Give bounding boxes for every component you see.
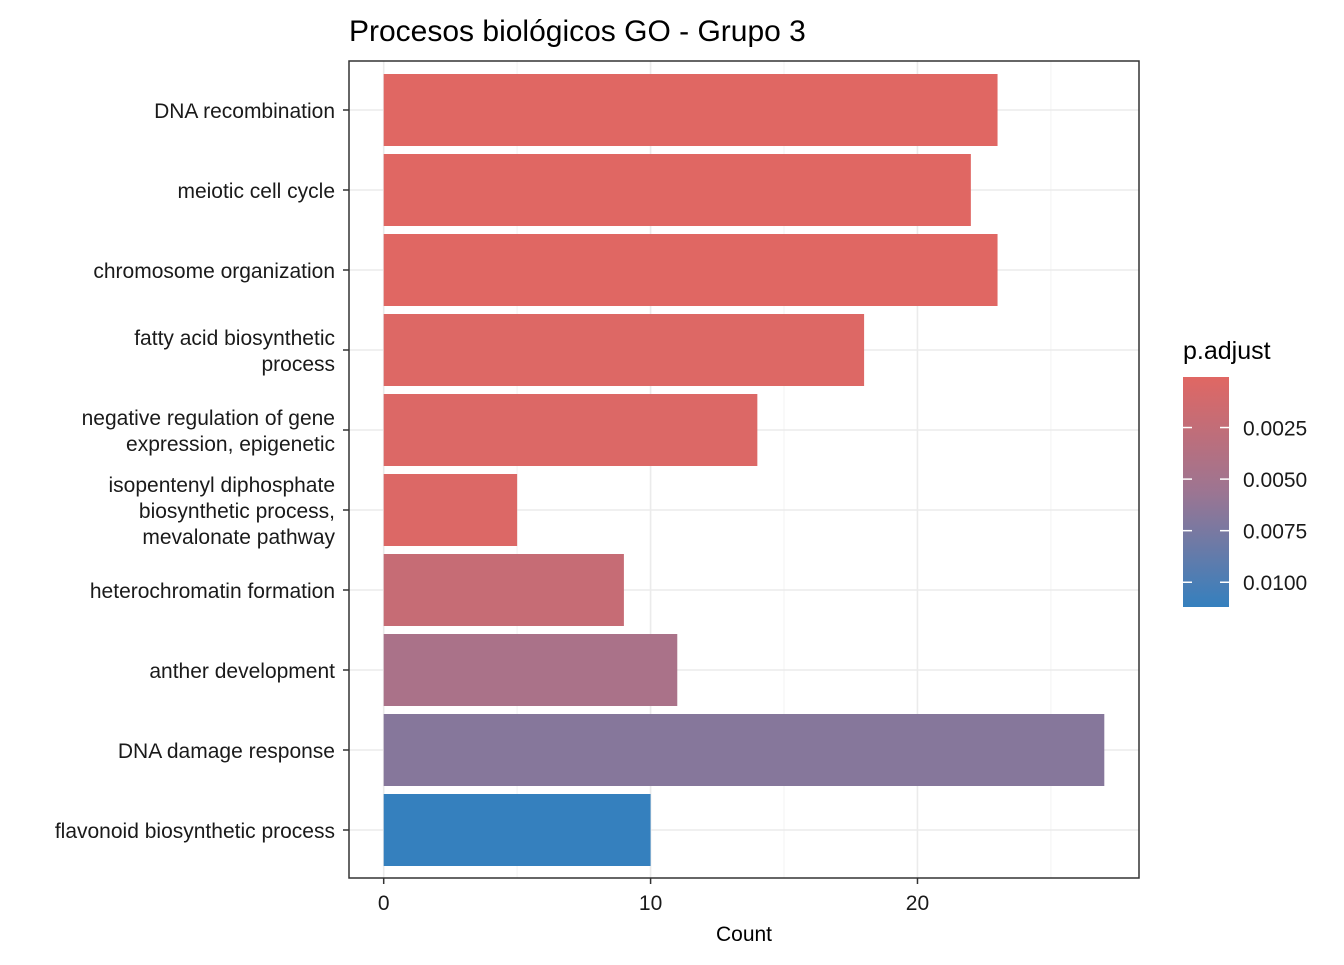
y-tick-label: flavonoid biosynthetic process bbox=[55, 820, 335, 843]
y-tick-label: heterochromatin formation bbox=[90, 580, 335, 603]
bars bbox=[383, 74, 1105, 866]
legend-tick-label: 0.0100 bbox=[1243, 572, 1307, 595]
bar bbox=[383, 74, 998, 146]
bar bbox=[383, 234, 998, 306]
y-tick-label: biosynthetic process, bbox=[139, 500, 335, 523]
y-tick-label: chromosome organization bbox=[93, 260, 335, 283]
x-tick-label: 20 bbox=[906, 892, 929, 915]
y-tick-label: isopentenyl diphosphate bbox=[108, 474, 335, 497]
y-tick-label: mevalonate pathway bbox=[142, 526, 335, 549]
x-axis-title: Count bbox=[716, 923, 772, 946]
y-axis: DNA recombination meiotic cell cycle chrom… bbox=[55, 100, 349, 843]
x-tick-label: 0 bbox=[378, 892, 390, 915]
legend-ticks: 0.0025 0.0050 0.0075 0.0100 bbox=[1183, 418, 1307, 595]
y-tick-label: process bbox=[261, 353, 335, 376]
bar bbox=[383, 714, 1105, 786]
legend-tick-label: 0.0025 bbox=[1243, 418, 1307, 441]
y-tick-label: anther development bbox=[149, 660, 335, 683]
bar bbox=[383, 794, 651, 866]
y-tick-label: DNA damage response bbox=[118, 740, 335, 763]
legend-tick-label: 0.0075 bbox=[1243, 521, 1307, 544]
plot-border bbox=[348, 60, 1140, 879]
legend: p.adjust 0.0025 0.0050 0.0075 0.0100 bbox=[1183, 337, 1307, 607]
bar bbox=[383, 154, 971, 226]
legend-title: p.adjust bbox=[1183, 337, 1271, 365]
legend-colorbar bbox=[1183, 377, 1229, 607]
bar bbox=[383, 314, 865, 386]
y-tick-label: negative regulation of gene bbox=[82, 407, 335, 430]
x-axis: 0 10 20 bbox=[378, 878, 929, 915]
y-tick-label: expression, epigenetic bbox=[126, 433, 335, 456]
bar bbox=[383, 634, 678, 706]
bar bbox=[383, 394, 758, 466]
y-tick-label: fatty acid biosynthetic bbox=[134, 327, 335, 350]
bar bbox=[383, 474, 518, 546]
y-tick-label: DNA recombination bbox=[154, 100, 335, 123]
y-tick-label: meiotic cell cycle bbox=[177, 180, 335, 203]
legend-tick-label: 0.0050 bbox=[1243, 469, 1307, 492]
chart-title: Procesos biológicos GO - Grupo 3 bbox=[349, 15, 806, 48]
x-tick-label: 10 bbox=[639, 892, 662, 915]
bar bbox=[383, 554, 624, 626]
